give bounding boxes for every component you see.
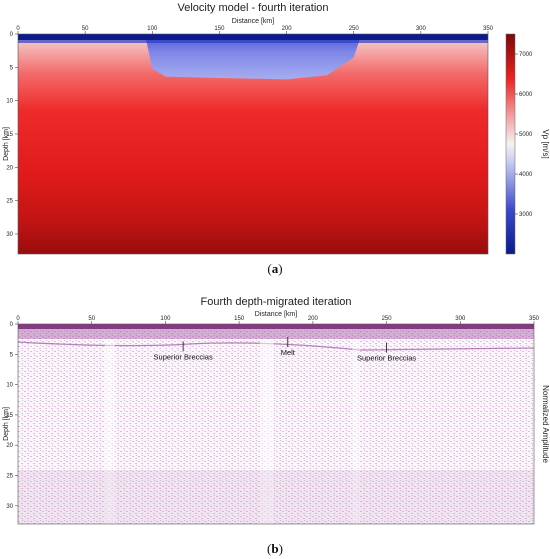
panel-b-y-tick-label: 20 xyxy=(6,443,13,449)
annotation-label: Melt xyxy=(281,348,296,357)
panel-a-xlabel: Distance [km] xyxy=(232,18,274,25)
panel-b-y-tick-label: 0 xyxy=(10,322,14,328)
panel-b-x-tick-label: 350 xyxy=(529,316,540,322)
upper-reflectivity-band xyxy=(18,329,534,339)
panel-a-y-tick-label: 25 xyxy=(6,199,13,205)
near-surface-transition xyxy=(18,40,488,43)
colorbar-ticks: 3000 4000 5000 6000 7000 xyxy=(515,52,533,218)
panel-b-y-tick-label: 30 xyxy=(6,504,13,510)
panel-a-x-tick-label: 50 xyxy=(82,26,89,32)
panel-a-tag: (a) xyxy=(267,261,282,276)
panel-a-title: Velocity model - fourth iteration xyxy=(177,2,328,14)
near-surface-layer xyxy=(18,34,488,40)
seismic-section xyxy=(18,324,534,524)
velocity-colorbar xyxy=(505,33,516,255)
vertical-shadow-2 xyxy=(260,339,274,524)
panel-b-x-ticks: 0 50 100 150 200 250 300 350 xyxy=(16,316,540,324)
panel-b-tag: (b) xyxy=(267,541,283,556)
panel-b-frame xyxy=(17,323,535,525)
colorbar-tick-label: 7000 xyxy=(519,52,533,58)
amplitude-label: Normalized Amplitude xyxy=(541,385,550,463)
panel-b-x-tick-label: 0 xyxy=(16,316,20,322)
panel-a-x-tick-label: 350 xyxy=(483,26,494,32)
panel-a-y-ticks: 0 5 10 15 20 25 30 xyxy=(6,32,18,238)
vertical-shadow-1 xyxy=(105,339,115,524)
panel-b-tag-letter: b xyxy=(271,541,278,556)
panel-b-y-tick-label: 15 xyxy=(6,413,13,419)
velocity-heatmap xyxy=(18,34,488,254)
panel-b-title: Fourth depth-migrated iteration xyxy=(200,296,351,308)
panel-a-x-tick-label: 200 xyxy=(282,26,293,32)
panel-b-y-ticks: 0 5 10 15 20 25 30 xyxy=(6,322,18,510)
panel-b-y-tick-label: 5 xyxy=(10,352,14,358)
panel-a-frame xyxy=(17,33,489,255)
annotation-label: Superior Breccias xyxy=(357,354,416,363)
panel-b-xlabel: Distance [km] xyxy=(255,311,297,318)
panel-a: Velocity model - fourth iteration Distan… xyxy=(3,2,550,276)
panel-b-x-tick-label: 100 xyxy=(160,316,171,322)
colorbar-tick-label: 5000 xyxy=(519,132,533,138)
annotation-label: Superior Breccias xyxy=(154,352,213,361)
seismic-noise-background xyxy=(18,324,534,524)
panel-b-ylabel: Depth [km] xyxy=(3,407,10,441)
colorbar-label: Vp [m/s] xyxy=(541,129,550,158)
panel-a-x-tick-label: 150 xyxy=(214,26,225,32)
panel-a-x-tick-label: 250 xyxy=(349,26,360,32)
colorbar-tick-label: 4000 xyxy=(519,172,533,178)
seafloor-reflector xyxy=(18,324,534,329)
panel-a-ylabel: Depth [km] xyxy=(3,127,10,161)
breccia-reflector xyxy=(18,341,534,351)
panel-a-x-tick-label: 0 xyxy=(16,26,20,32)
deep-noise-band xyxy=(18,470,534,524)
colorbar-tick-label: 6000 xyxy=(519,92,533,98)
panel-b: Fourth depth-migrated iteration Distance… xyxy=(3,296,550,556)
panel-b-y-tick-label: 10 xyxy=(6,383,13,389)
panel-a-y-tick-label: 10 xyxy=(6,99,13,105)
vertical-shadow-3 xyxy=(352,339,360,524)
seismic-annotations: Superior Breccias Melt Superior Breccias xyxy=(154,337,416,363)
panel-a-x-tick-label: 100 xyxy=(147,26,158,32)
low-velocity-zone xyxy=(145,34,361,80)
panel-a-y-tick-label: 0 xyxy=(10,32,14,38)
panel-a-tag-letter: a xyxy=(272,261,279,276)
panel-b-x-tick-label: 150 xyxy=(234,316,245,322)
panel-a-x-ticks: 0 50 100 150 200 250 300 350 xyxy=(16,26,494,34)
panel-a-x-tick-label: 300 xyxy=(416,26,427,32)
panel-b-x-tick-label: 300 xyxy=(455,316,466,322)
panel-a-y-tick-label: 30 xyxy=(6,232,13,238)
panel-b-x-tick-label: 200 xyxy=(308,316,319,322)
panel-a-y-tick-label: 20 xyxy=(6,165,13,171)
panel-a-y-tick-label: 5 xyxy=(10,65,14,71)
panel-a-y-tick-label: 15 xyxy=(6,132,13,138)
panel-b-y-tick-label: 25 xyxy=(6,474,13,480)
colorbar-tick-label: 3000 xyxy=(519,212,533,218)
panel-b-x-tick-label: 50 xyxy=(88,316,95,322)
panel-b-x-tick-label: 250 xyxy=(382,316,393,322)
